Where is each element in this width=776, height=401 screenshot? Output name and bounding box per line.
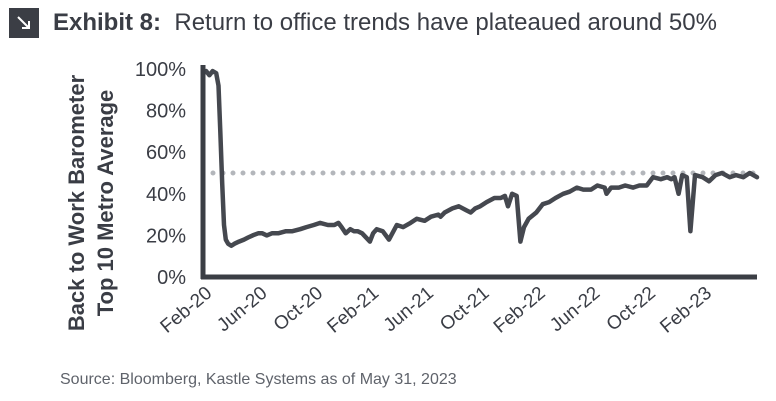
y-tick-label: 80% [146, 101, 186, 123]
x-tick-label: Oct-20 [270, 283, 327, 336]
series-line [200, 68, 760, 249]
source-note: Source: Bloomberg, Kastle Systems as of … [60, 371, 457, 388]
x-tick-label: Jun-20 [213, 283, 271, 336]
x-tick-label: Feb-20 [157, 283, 217, 338]
x-tick-label: Jun-22 [546, 283, 604, 336]
exhibit-label: Exhibit 8: [53, 9, 162, 36]
y-tick-label: 0% [157, 267, 186, 289]
x-tick-label: Oct-22 [603, 283, 660, 336]
x-tick-label: Feb-23 [656, 283, 716, 338]
chart-header: Exhibit 8: Return to office trends have … [9, 6, 717, 40]
y-tick-label: 60% [146, 142, 186, 164]
y-axis-title-line: Top 10 Metro Average [93, 90, 118, 317]
x-tick-label: Jun-21 [380, 283, 438, 336]
x-tick-label: Oct-21 [436, 283, 493, 336]
x-tick-label: Feb-22 [490, 283, 550, 338]
y-tick-label: 100% [135, 59, 186, 81]
x-tick-label: Feb-21 [323, 283, 383, 338]
chart-title: Return to office trends have plateaued a… [174, 9, 717, 36]
arrow-down-right-icon [9, 8, 39, 38]
y-tick-label: 40% [146, 184, 186, 206]
y-tick-label: 20% [146, 225, 186, 247]
y-axis-title-line: Back to Work Barometer [64, 74, 89, 331]
